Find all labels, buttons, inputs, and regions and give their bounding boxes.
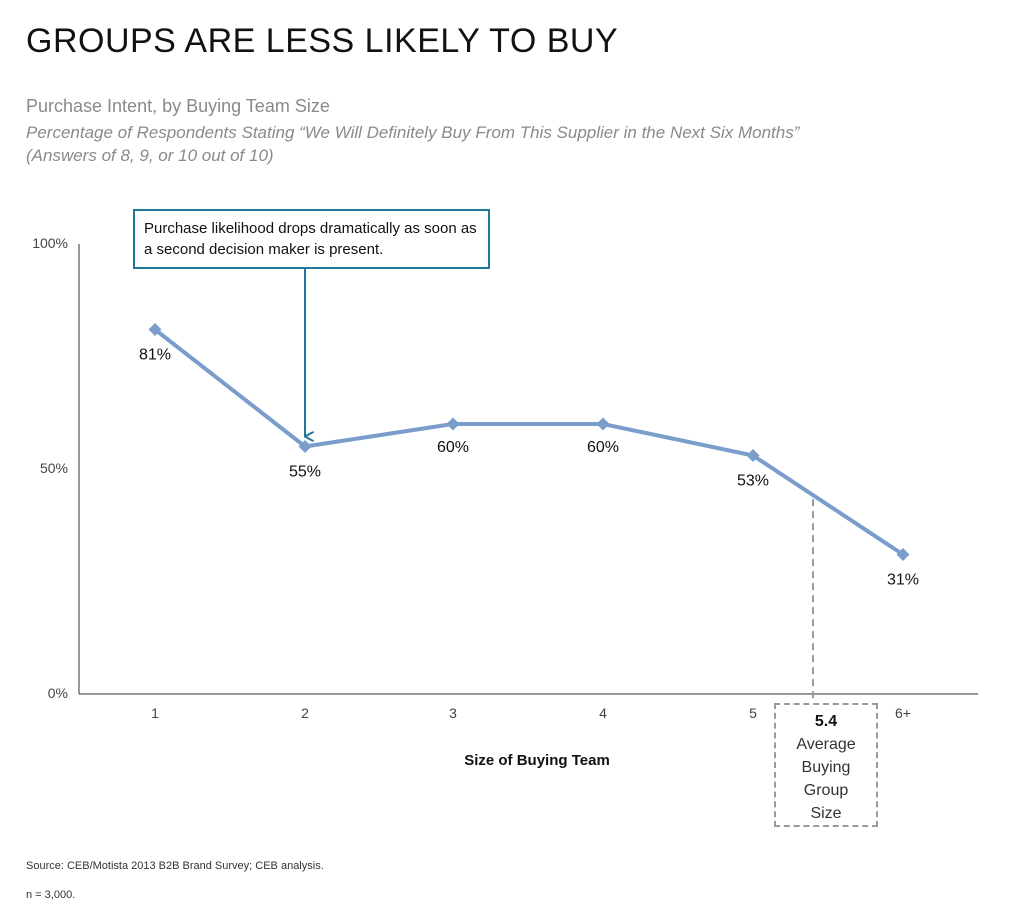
average-group-size-value: 5.4 [814, 713, 838, 730]
x-axis-label: Size of Buying Team [464, 752, 610, 769]
x-tick-label: 2 [301, 705, 309, 721]
data-label: 60% [587, 439, 619, 456]
data-point-marker [148, 323, 162, 336]
description-line-1: Percentage of Respondents Stating “We Wi… [26, 123, 800, 142]
description-line-2: (Answers of 8, 9, or 10 out of 10) [26, 146, 274, 165]
data-label: 53% [737, 473, 769, 490]
chart-title: GROUPS ARE LESS LIKELY TO BUY [26, 22, 619, 60]
average-group-size-label: Average Buying Group Size [796, 736, 856, 822]
series-line [153, 327, 905, 557]
data-point-marker [896, 548, 910, 561]
chart-subtitle: Purchase Intent, by Buying Team Size [26, 96, 330, 116]
x-tick-label: 1 [151, 705, 159, 721]
data-label: 31% [887, 572, 919, 589]
data-label: 55% [289, 464, 321, 481]
source-note: Source: CEB/Motista 2013 B2B Brand Surve… [26, 860, 324, 872]
data-point-marker [746, 449, 760, 462]
y-tick-labels: 0% 50% 100% [32, 235, 68, 701]
annotation-callout: Purchase likelihood drops dramatically a… [133, 209, 490, 269]
data-point-marker [596, 417, 610, 431]
y-tick-label: 50% [40, 460, 68, 476]
data-label: 81% [139, 347, 171, 364]
chart-axes [78, 244, 978, 695]
data-point-marker [446, 417, 460, 431]
x-tick-label: 3 [449, 705, 457, 721]
x-tick-label: 5 [749, 705, 757, 721]
x-tick-label: 6+ [895, 705, 911, 721]
y-tick-label: 100% [32, 235, 68, 251]
data-labels: 81% 55% 60% 60% 53% 31% [139, 347, 919, 589]
series-purchase-intent [148, 323, 910, 561]
y-tick-label: 0% [48, 685, 68, 701]
x-tick-labels: 1 2 3 4 5 6+ [151, 705, 911, 721]
chart-description: Percentage of Respondents Stating “We Wi… [26, 121, 1006, 167]
x-tick-label: 4 [599, 705, 607, 721]
sample-size-note: n = 3,000. [26, 889, 76, 901]
data-point-marker [298, 440, 312, 453]
data-label: 60% [437, 439, 469, 456]
average-group-size-box: 5.4 Average Buying Group Size [774, 703, 878, 827]
